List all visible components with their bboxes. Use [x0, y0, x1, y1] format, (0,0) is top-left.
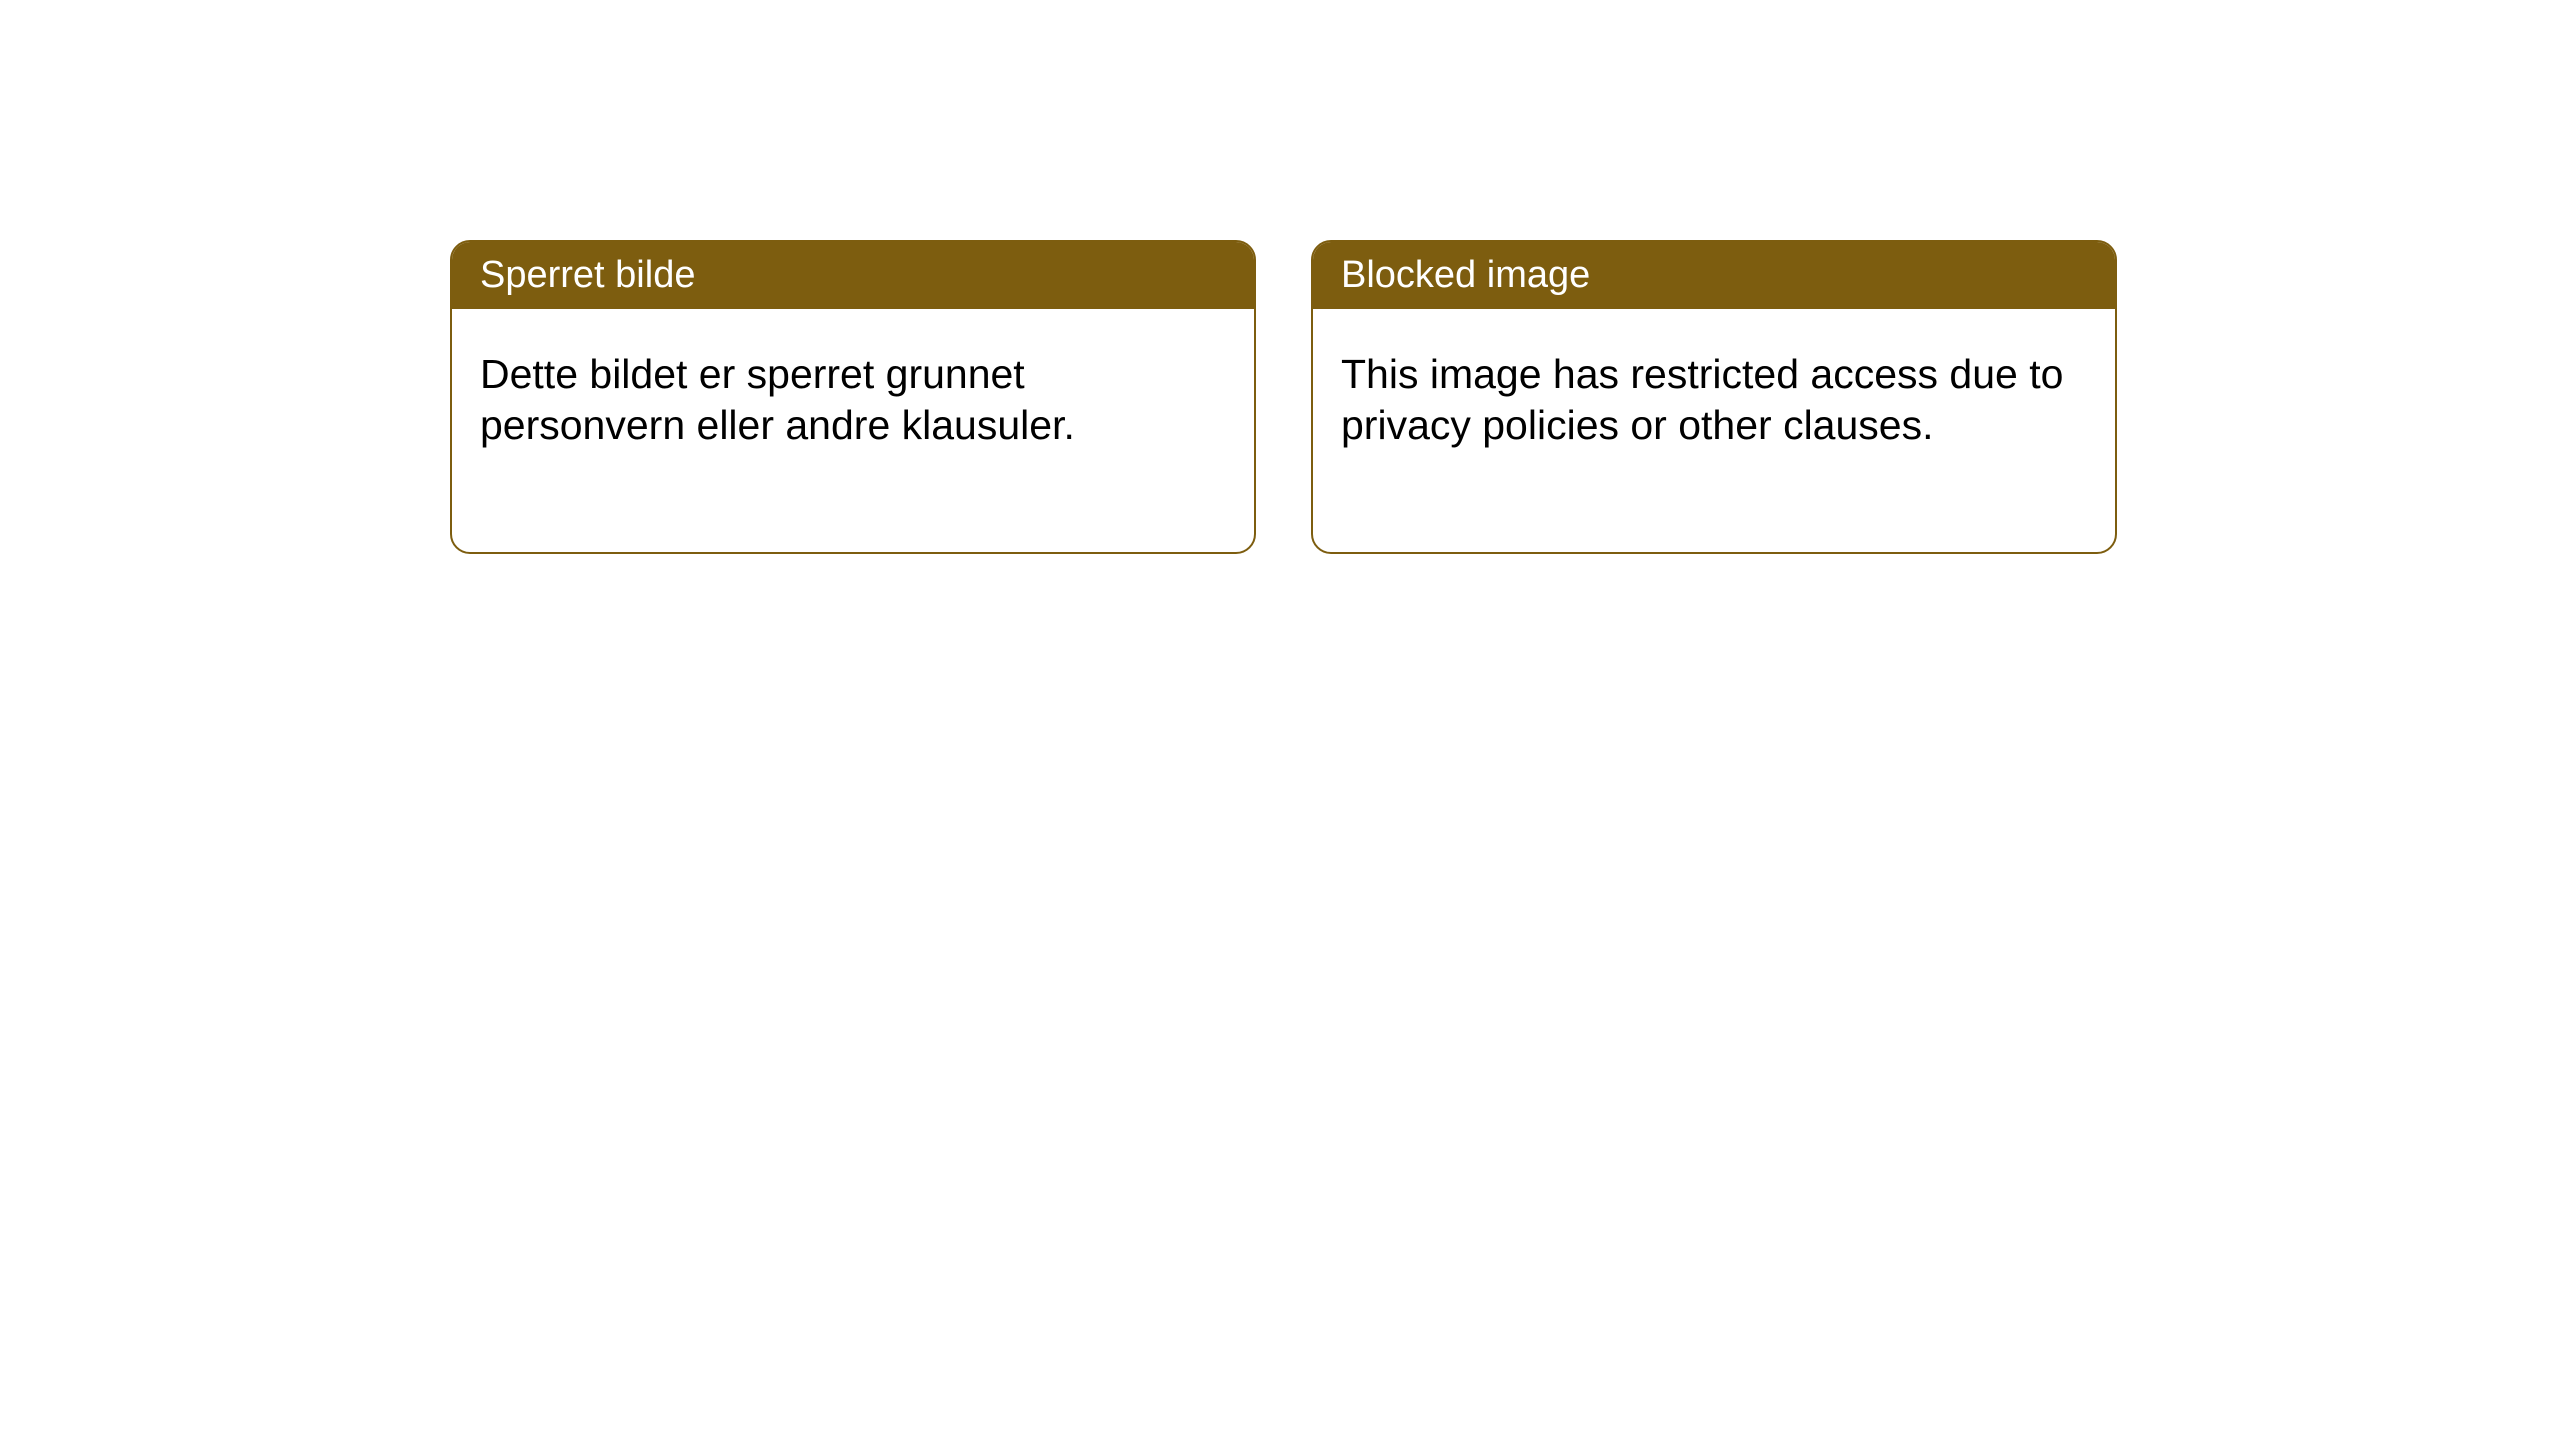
card-body: Dette bildet er sperret grunnet personve… — [452, 309, 1254, 552]
notice-card-english: Blocked image This image has restricted … — [1311, 240, 2117, 554]
notice-cards-container: Sperret bilde Dette bildet er sperret gr… — [0, 0, 2560, 554]
card-header: Sperret bilde — [452, 242, 1254, 309]
card-header: Blocked image — [1313, 242, 2115, 309]
notice-card-norwegian: Sperret bilde Dette bildet er sperret gr… — [450, 240, 1256, 554]
card-body: This image has restricted access due to … — [1313, 309, 2115, 552]
